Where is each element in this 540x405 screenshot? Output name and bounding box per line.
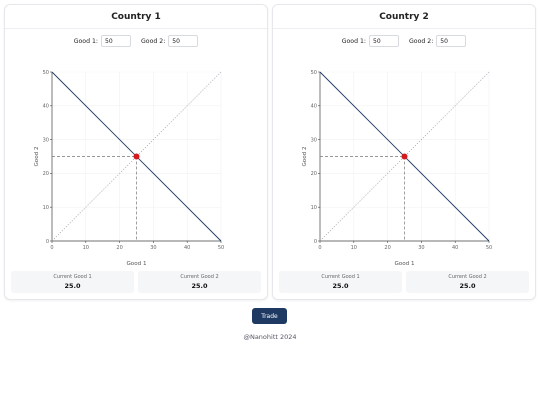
footer-credit: @Nanohitt 2024 (243, 333, 297, 341)
y-axis-label: Good 2 (34, 146, 40, 166)
country-2-good1-label: Good 1: (341, 37, 366, 45)
x-tick-label: 40 (452, 245, 458, 251)
production-point (401, 153, 408, 160)
country-1-stats: Current Good 1 25.0 Current Good 2 25.0 (11, 271, 261, 293)
x-axis-label: Good 1 (126, 261, 147, 267)
y-tick-label: 0 (314, 239, 317, 245)
x-tick-label: 0 (50, 245, 53, 251)
country-1-good1-field: Good 1: (74, 35, 131, 47)
country-1-current-good2-label: Current Good 2 (180, 274, 219, 280)
y-tick-label: 40 (311, 104, 317, 110)
y-tick-label: 40 (43, 104, 49, 110)
country-2-good2-field: Good 2: (409, 35, 467, 47)
y-tick-label: 50 (43, 70, 49, 76)
x-tick-label: 20 (384, 245, 390, 251)
reference-diagonal-line (51, 71, 222, 242)
country-1-card: Country 1 Good 1: Good 2: 0 10 20 30 40 50 0 10… (4, 4, 268, 300)
country-2-current-good1-label: Current Good 1 (321, 274, 360, 280)
x-tick-label: 10 (83, 245, 89, 251)
reference-diagonal-line (319, 71, 490, 242)
country-panels: Country 1 Good 1: Good 2: 0 10 20 30 40 50 0 10… (4, 4, 536, 300)
country-2-card: Country 2 Good 1: Good 2: 0 10 20 30 40 50 0 10… (272, 4, 536, 300)
production-point (133, 153, 140, 160)
y-tick-label: 20 (43, 171, 49, 177)
country-2-good1-field: Good 1: (342, 35, 399, 47)
y-tick-label: 10 (311, 205, 317, 211)
country-2-title: Country 2 (273, 5, 535, 29)
y-tick-label: 30 (311, 137, 317, 143)
country-1-current-good1-label: Current Good 1 (53, 274, 92, 280)
country-2-current-good1: Current Good 1 25.0 (279, 271, 402, 293)
country-1-current-good2: Current Good 2 25.0 (138, 271, 261, 293)
x-tick-label: 50 (218, 245, 224, 251)
y-tick-label: 20 (311, 171, 317, 177)
country-2-ppf-chart: 0 10 20 30 40 50 0 10 20 30 40 50 Good 1 Good 2 (302, 70, 492, 267)
country-1-current-good1-value: 25.0 (64, 282, 81, 290)
country-1-inputs: Good 1: Good 2: (5, 35, 267, 47)
country-2-current-good2-label: Current Good 2 (448, 274, 487, 280)
x-tick-label: 0 (318, 245, 321, 251)
x-axis-label: Good 1 (394, 261, 415, 267)
y-tick-label: 0 (46, 239, 49, 245)
x-tick-label: 10 (351, 245, 357, 251)
y-tick-label: 30 (43, 137, 49, 143)
country-1-good1-input[interactable] (101, 35, 131, 47)
country-1-title: Country 1 (5, 5, 267, 29)
country-1-good2-field: Good 2: (141, 35, 199, 47)
x-tick-label: 20 (116, 245, 122, 251)
country-2-inputs: Good 1: Good 2: (273, 35, 535, 47)
x-tick-label: 30 (150, 245, 156, 251)
country-2-stats: Current Good 1 25.0 Current Good 2 25.0 (279, 271, 529, 293)
trade-button[interactable]: Trade (252, 308, 287, 324)
y-axis-label: Good 2 (302, 146, 308, 166)
country-2-current-good2: Current Good 2 25.0 (406, 271, 529, 293)
country-2-good1-input[interactable] (369, 35, 399, 47)
country-1-current-good2-value: 25.0 (191, 282, 208, 290)
country-1-good1-label: Good 1: (73, 37, 98, 45)
country-1-ppf-chart: 0 10 20 30 40 50 0 10 20 30 40 50 Good 1 Good 2 (34, 70, 224, 267)
y-tick-label: 50 (311, 70, 317, 76)
country-1-current-good1: Current Good 1 25.0 (11, 271, 134, 293)
country-1-good2-input[interactable] (168, 35, 199, 47)
country-2-good2-input[interactable] (436, 35, 467, 47)
x-tick-label: 30 (418, 245, 424, 251)
x-tick-label: 50 (486, 245, 492, 251)
y-tick-label: 10 (43, 205, 49, 211)
country-2-current-good2-value: 25.0 (459, 282, 476, 290)
x-tick-label: 40 (184, 245, 190, 251)
country-2-good2-label: Good 2: (409, 37, 434, 45)
country-2-current-good1-value: 25.0 (332, 282, 349, 290)
country-1-good2-label: Good 2: (141, 37, 166, 45)
